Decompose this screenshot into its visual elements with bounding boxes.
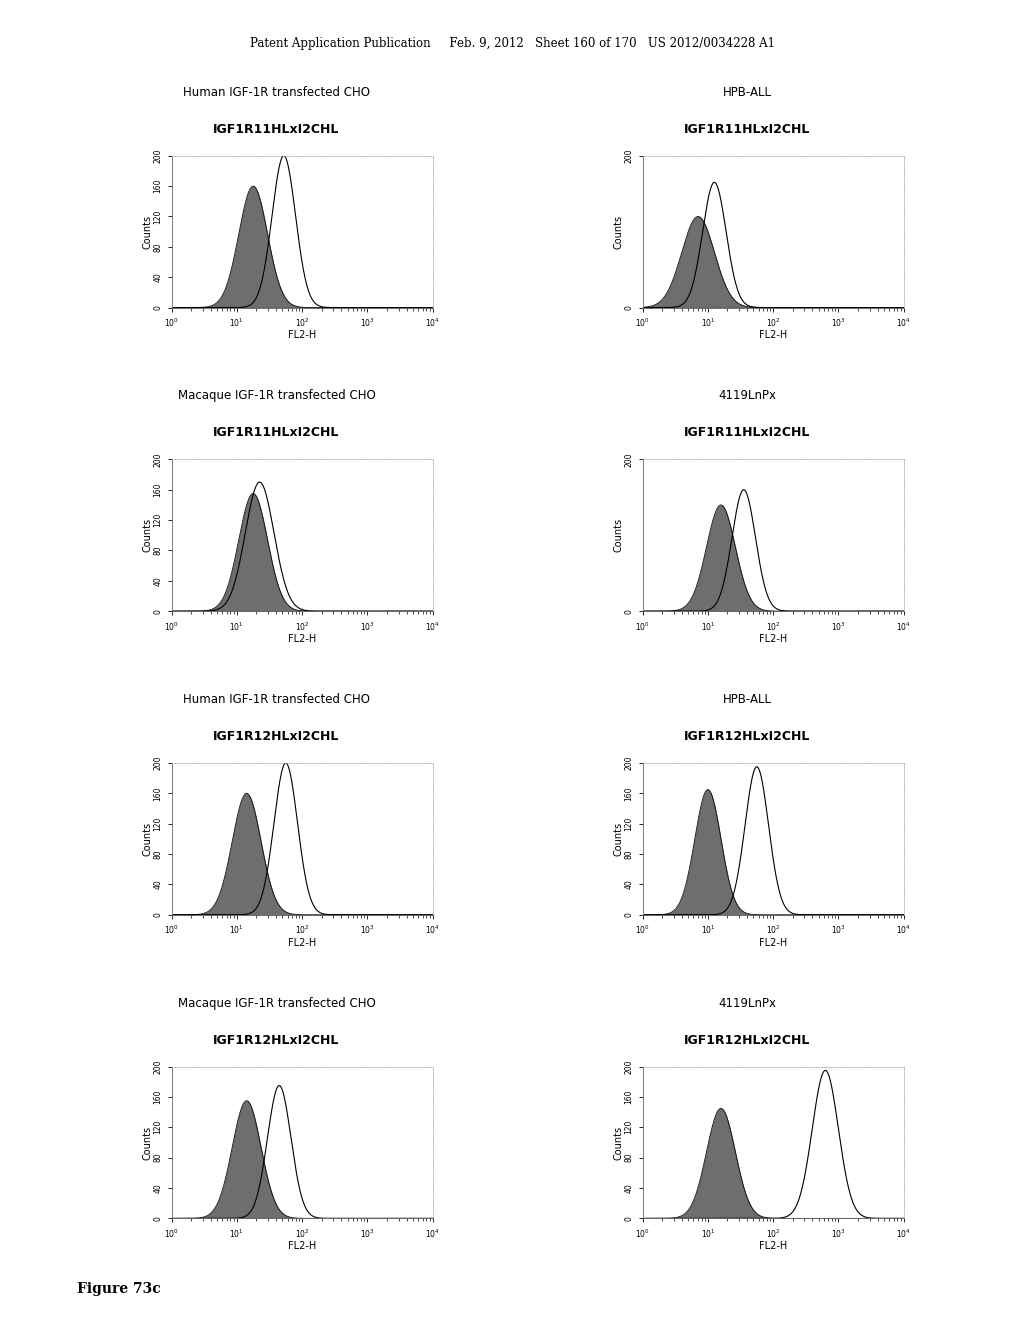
Y-axis label: Counts: Counts (613, 822, 624, 855)
Text: IGF1R11HLxI2CHL: IGF1R11HLxI2CHL (684, 123, 811, 136)
Text: IGF1R12HLxI2CHL: IGF1R12HLxI2CHL (213, 1034, 340, 1047)
X-axis label: FL2-H: FL2-H (288, 330, 316, 341)
X-axis label: FL2-H: FL2-H (759, 1241, 787, 1251)
X-axis label: FL2-H: FL2-H (288, 634, 316, 644)
Text: Human IGF-1R transfected CHO: Human IGF-1R transfected CHO (183, 86, 370, 99)
Text: Patent Application Publication     Feb. 9, 2012   Sheet 160 of 170   US 2012/003: Patent Application Publication Feb. 9, 2… (250, 37, 774, 50)
X-axis label: FL2-H: FL2-H (759, 634, 787, 644)
Text: HPB-ALL: HPB-ALL (723, 693, 772, 706)
Y-axis label: Counts: Counts (613, 1126, 624, 1159)
Text: Macaque IGF-1R transfected CHO: Macaque IGF-1R transfected CHO (177, 997, 376, 1010)
Text: IGF1R12HLxI2CHL: IGF1R12HLxI2CHL (213, 730, 340, 743)
Text: 4119LnPx: 4119LnPx (719, 389, 776, 403)
Text: IGF1R11HLxI2CHL: IGF1R11HLxI2CHL (213, 426, 340, 440)
Y-axis label: Counts: Counts (142, 822, 153, 855)
Text: Figure 73c: Figure 73c (77, 1282, 161, 1296)
X-axis label: FL2-H: FL2-H (288, 937, 316, 948)
Text: Macaque IGF-1R transfected CHO: Macaque IGF-1R transfected CHO (177, 389, 376, 403)
Text: HPB-ALL: HPB-ALL (723, 86, 772, 99)
Text: IGF1R11HLxI2CHL: IGF1R11HLxI2CHL (213, 123, 340, 136)
Y-axis label: Counts: Counts (613, 215, 624, 248)
Text: IGF1R12HLxI2CHL: IGF1R12HLxI2CHL (684, 1034, 811, 1047)
X-axis label: FL2-H: FL2-H (288, 1241, 316, 1251)
Text: Human IGF-1R transfected CHO: Human IGF-1R transfected CHO (183, 693, 370, 706)
Text: IGF1R12HLxI2CHL: IGF1R12HLxI2CHL (684, 730, 811, 743)
Y-axis label: Counts: Counts (142, 519, 153, 552)
X-axis label: FL2-H: FL2-H (759, 937, 787, 948)
Text: 4119LnPx: 4119LnPx (719, 997, 776, 1010)
Text: IGF1R11HLxI2CHL: IGF1R11HLxI2CHL (684, 426, 811, 440)
Y-axis label: Counts: Counts (613, 519, 624, 552)
Y-axis label: Counts: Counts (142, 215, 153, 248)
Y-axis label: Counts: Counts (142, 1126, 153, 1159)
X-axis label: FL2-H: FL2-H (759, 330, 787, 341)
